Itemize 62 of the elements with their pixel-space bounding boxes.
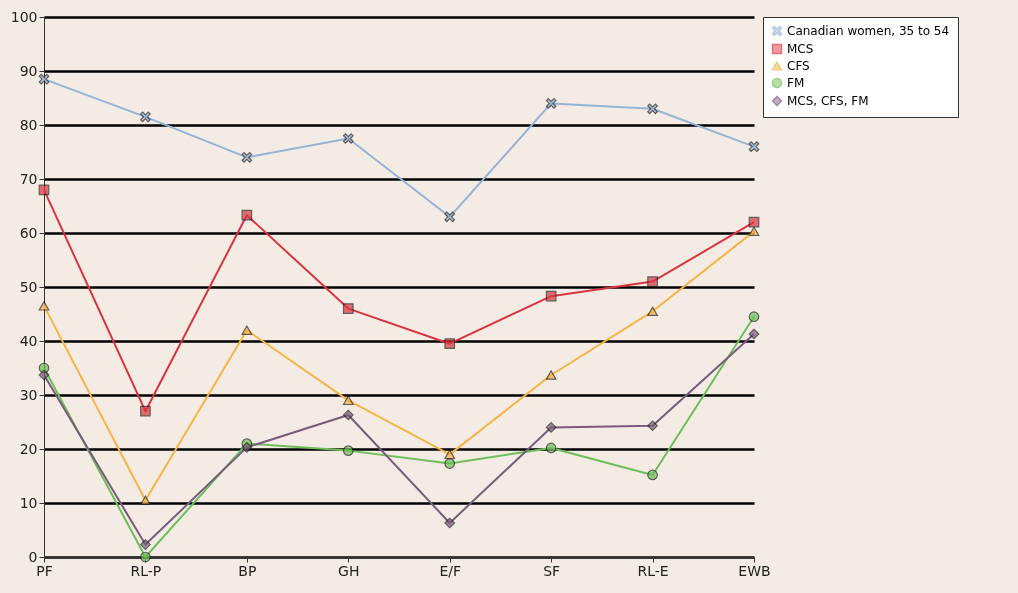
- x-tick-label: EWB: [738, 562, 771, 579]
- point: [545, 422, 557, 433]
- y-tick-label: 60: [19, 224, 38, 241]
- point: [241, 152, 253, 163]
- point: [748, 226, 760, 237]
- x-tick-label: BP: [238, 562, 257, 579]
- point: [545, 290, 557, 302]
- legend-label: Canadian women, 35 to 54: [787, 24, 950, 38]
- y-tick-label: 0: [28, 548, 38, 565]
- point: [647, 103, 658, 115]
- y-tick-label: 100: [10, 8, 38, 25]
- point: [444, 211, 456, 223]
- point: [444, 517, 456, 529]
- point: [342, 133, 354, 144]
- legend-label: MCS, CFS, FM: [787, 94, 869, 108]
- y-tick-label: 50: [19, 278, 38, 295]
- point: [241, 442, 253, 453]
- point: [444, 338, 456, 350]
- y-tick-label: 80: [19, 116, 38, 133]
- x-tick-label: SF: [543, 562, 561, 579]
- point: [748, 216, 760, 228]
- point: [342, 445, 354, 456]
- point: [342, 395, 354, 406]
- legend-label: CFS: [787, 59, 810, 73]
- point: [241, 325, 253, 335]
- y-tick-label: 20: [19, 440, 38, 457]
- y-tick-label: 10: [19, 494, 38, 511]
- point: [748, 141, 760, 152]
- point: [647, 306, 658, 317]
- point: [748, 311, 760, 323]
- point: [545, 370, 557, 380]
- point: [647, 469, 658, 481]
- point: [647, 276, 658, 287]
- y-tick-label: 30: [19, 386, 38, 403]
- y-tick-label: 40: [19, 332, 38, 349]
- point: [545, 98, 557, 109]
- point: [140, 495, 151, 506]
- point: [444, 458, 456, 469]
- point: [342, 409, 354, 421]
- point: [748, 328, 760, 340]
- legend-label: MCS: [787, 42, 814, 56]
- x-tick-label: E/F: [439, 562, 462, 579]
- point: [38, 73, 50, 85]
- point: [342, 303, 354, 314]
- x-tick-label: RL-P: [130, 562, 162, 579]
- y-tick-label: 90: [19, 62, 38, 79]
- point: [38, 301, 50, 311]
- point: [140, 111, 151, 123]
- point: [140, 405, 151, 417]
- point: [545, 442, 557, 454]
- point: [140, 551, 151, 563]
- legend-label: FM: [787, 76, 805, 90]
- x-tick-label: PF: [36, 562, 53, 579]
- x-tick-label: RL-E: [637, 562, 669, 579]
- x-tick-label: GH: [338, 562, 360, 579]
- point: [241, 209, 253, 221]
- y-tick-label: 70: [19, 170, 38, 187]
- point: [647, 420, 658, 432]
- point: [444, 449, 456, 460]
- point: [140, 539, 151, 550]
- point: [38, 369, 50, 381]
- point: [38, 184, 50, 196]
